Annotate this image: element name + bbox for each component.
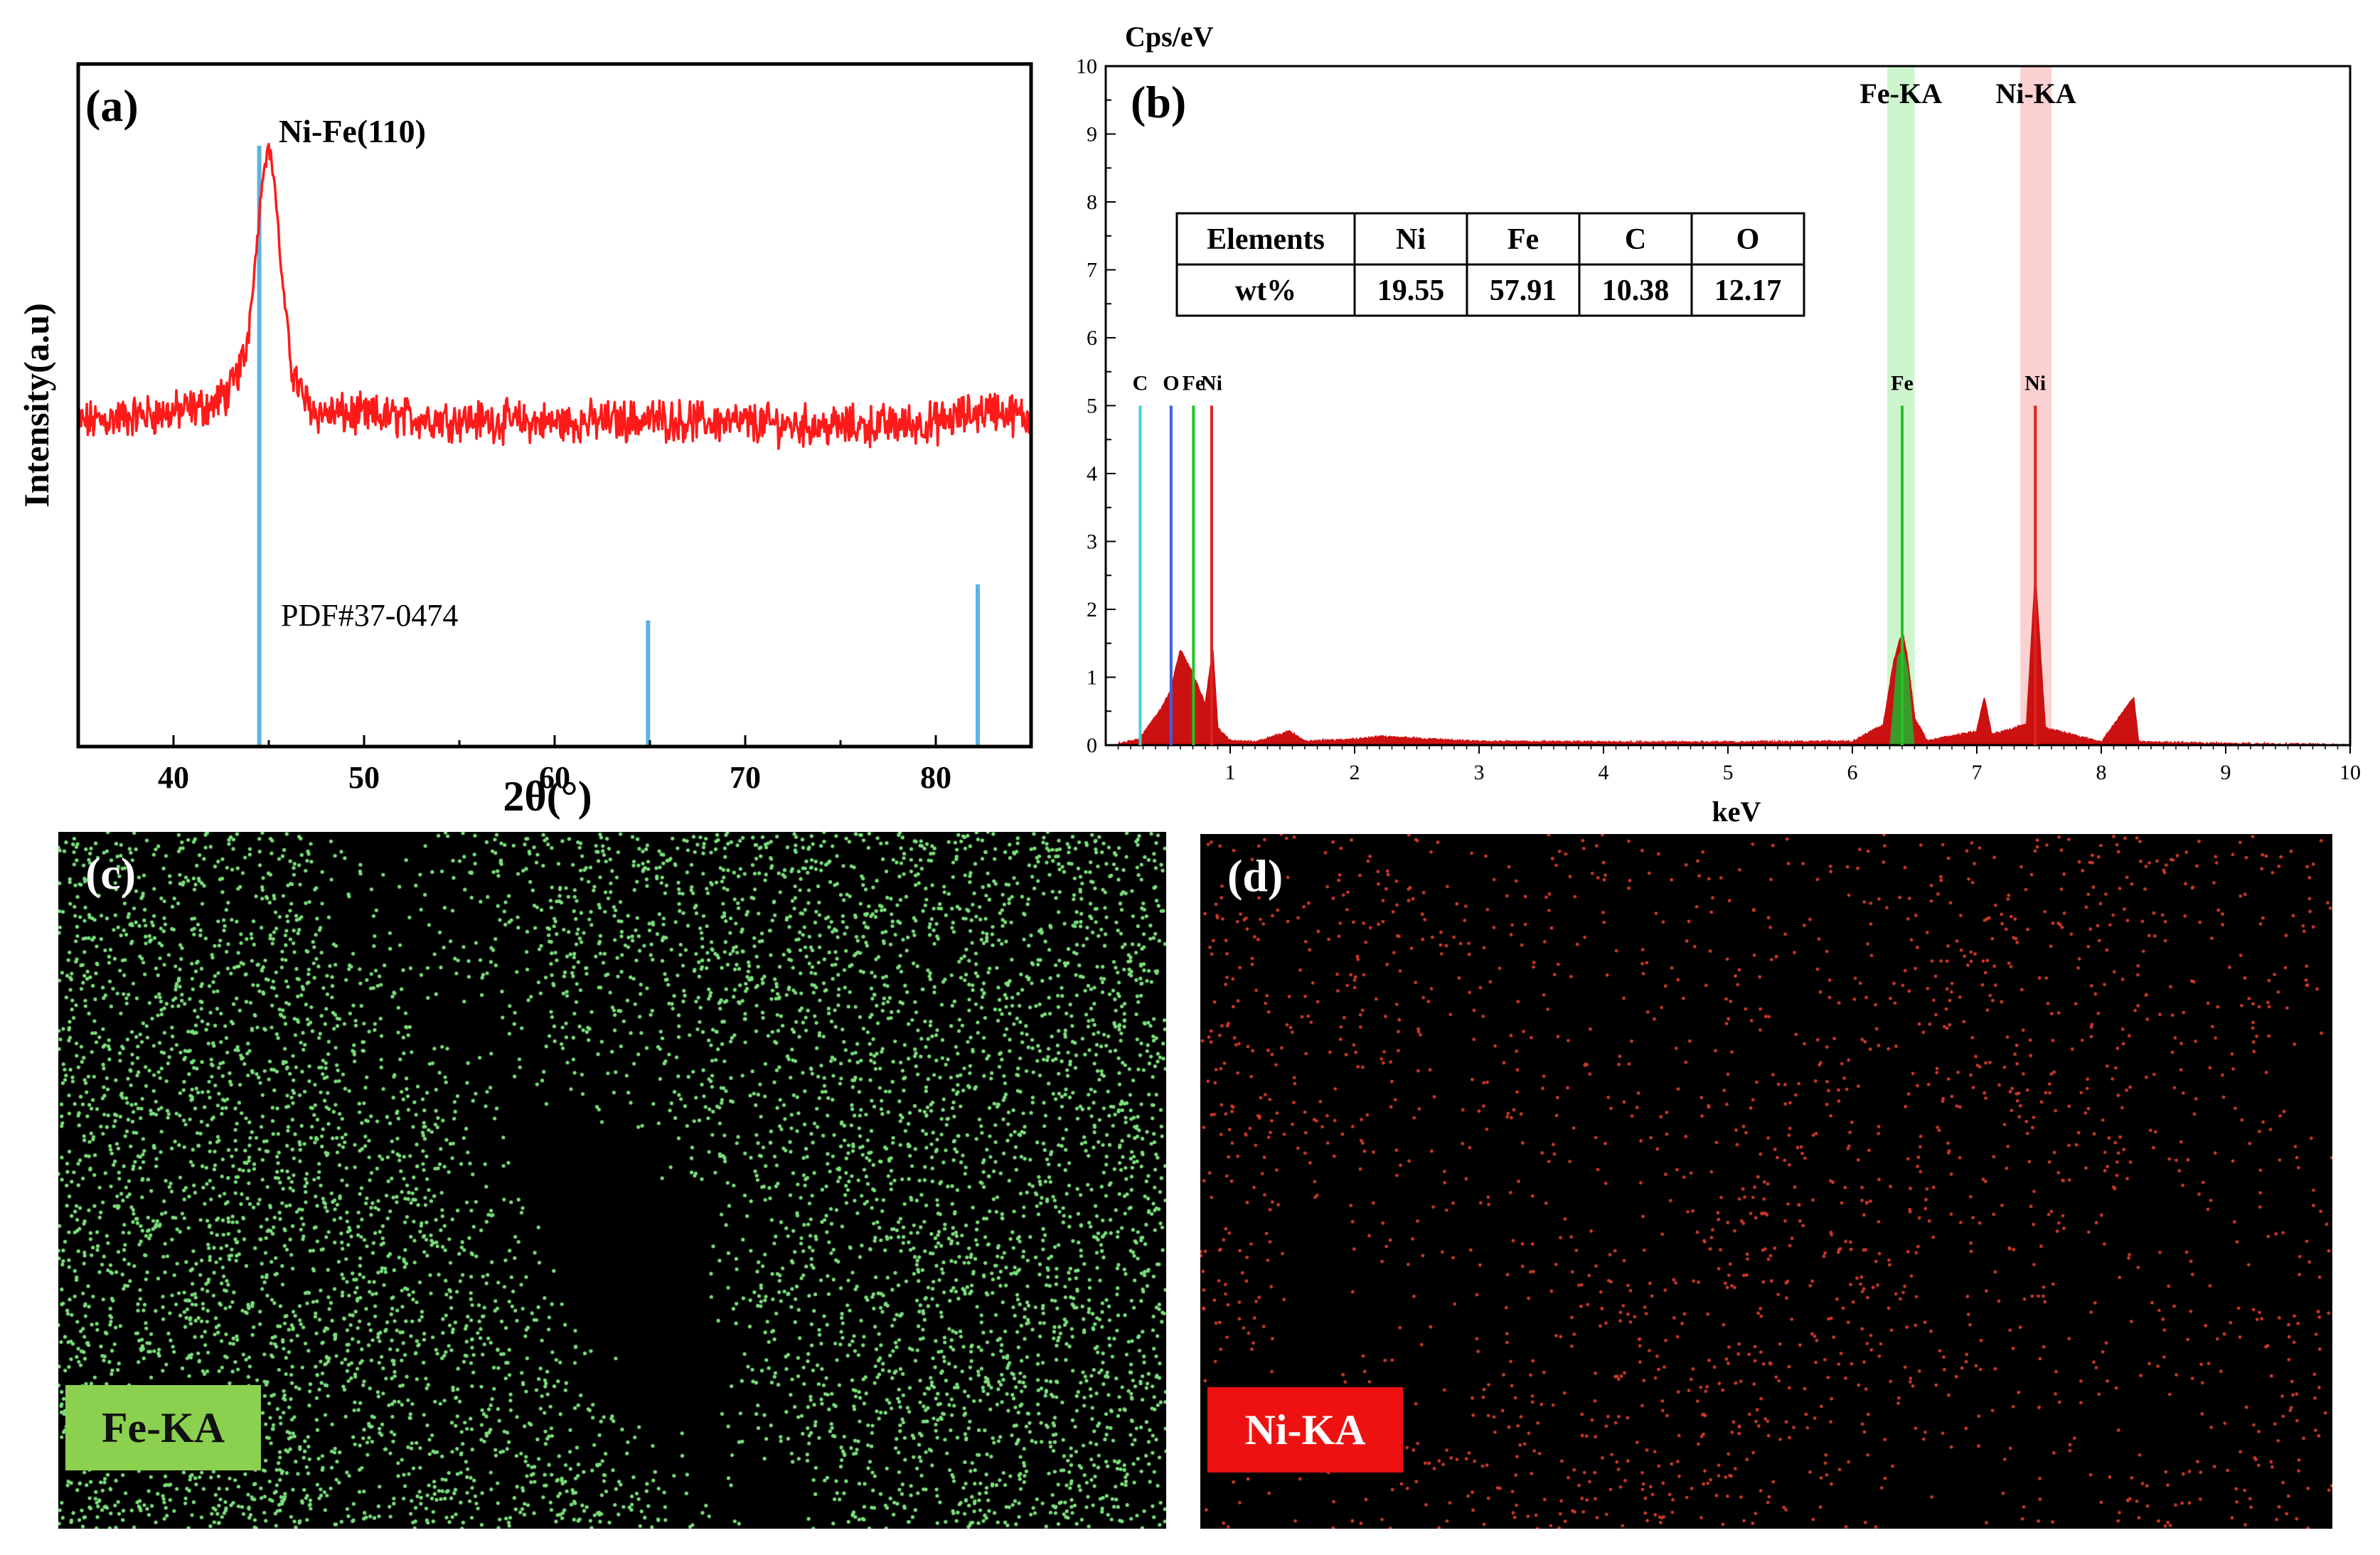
table-value-cell: 57.91 [1490,274,1557,307]
eds-frame [1104,65,2352,747]
xrd-chart: (a) Ni-Fe(110) PDF#37-0474 Intensity(a.u… [16,62,1033,820]
x-tick-label: 4 [1599,761,1609,784]
y-tick-label: 9 [1087,123,1097,146]
element-marker-label: Fe [1891,372,1914,395]
panel-a-letter: (a) [85,80,139,131]
x-tick-label: 10 [2339,761,2361,784]
panel-b-letter: (b) [1131,77,1186,127]
y-tick-label: 3 [1087,530,1097,554]
table-header-cell: C [1625,223,1646,256]
x-tick-label: 5 [1723,761,1734,784]
x-tick-label: 2 [1350,761,1360,784]
x-tick-label: 8 [2096,761,2107,784]
element-marker-label: C [1133,372,1148,395]
element-marker-label: Fe [1183,372,1205,395]
x-tick-label: 80 [920,760,951,795]
table-header-cell: O [1736,223,1760,256]
ni-map-label: Ni-KA [1207,1387,1403,1473]
element-marker-label: Ni [1201,372,1222,395]
y-tick-label: 10 [1076,55,1097,78]
table-header-cell: Ni [1396,223,1426,256]
y-tick-label: 8 [1087,191,1097,214]
xrd-peak-annotation: Ni-Fe(110) [279,113,426,149]
table-value-cell: wt% [1235,274,1296,307]
y-tick-label: 0 [1087,734,1097,757]
x-tick-label: 7 [1972,761,1983,784]
x-tick-label: 60 [539,760,570,795]
eds-x-axis-label: keV [1712,796,1761,828]
eds-y-axis-label: Cps/eV [1125,21,1214,53]
xrd-frame [76,62,1033,749]
ni-elemental-map: (d) Ni-KA [1200,834,2332,1529]
xrd-y-axis-label: Intensity(a.u) [16,303,56,508]
x-tick-label: 50 [348,760,380,795]
y-tick-label: 7 [1087,259,1097,282]
composition-table: Elements wt% Ni 19.55 Fe 57.91 C 10.38 O 12.17 [1175,212,1805,317]
x-tick-label: 70 [730,760,761,795]
x-tick-label: 6 [1847,761,1858,784]
table-value-cell: 19.55 [1377,274,1445,307]
x-tick-label: 1 [1225,761,1236,784]
x-tick-label: 3 [1474,761,1485,784]
y-tick-label: 2 [1087,598,1097,621]
table-header-cell: Elements [1207,223,1325,256]
y-tick-label: 6 [1087,326,1097,350]
table-value-cell: 10.38 [1602,274,1670,307]
fe-elemental-map: (c) Fe-KA [58,832,1166,1529]
y-tick-label: 4 [1087,462,1097,486]
eds-spectrum [1117,576,2350,747]
table-value-cell: 12.17 [1714,274,1782,307]
element-marker-label: Ni [2024,372,2046,395]
xrd-x-axis-label: 2θ(°) [503,773,592,820]
y-tick-label: 5 [1087,395,1097,418]
element-marker-label: O [1163,372,1179,395]
table-header-cell: Fe [1507,223,1539,256]
x-tick-label: 40 [158,760,189,795]
fe-map-label: Fe-KA [65,1385,261,1470]
xrd-measured-curve [77,142,1032,450]
band-label: Ni-KA [1995,78,2076,109]
x-tick-label: 9 [2221,761,2231,784]
panel-c-letter: (c) [85,848,137,899]
pdf-annotation: PDF#37-0474 [281,598,458,633]
y-tick-label: 1 [1087,666,1097,690]
panel-d-letter: (d) [1227,850,1284,901]
band-label: Fe-KA [1859,78,1942,109]
